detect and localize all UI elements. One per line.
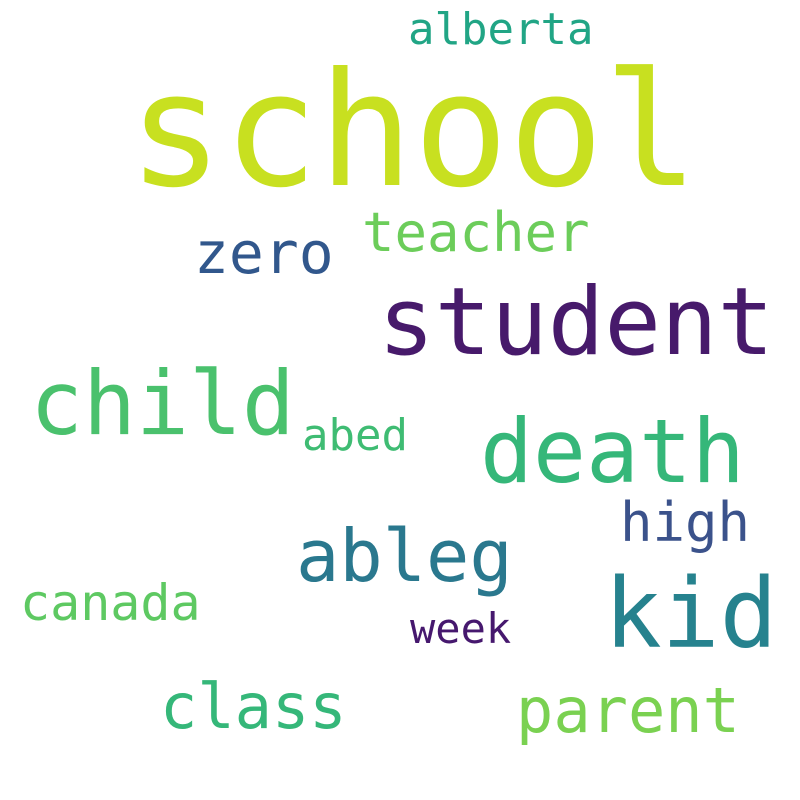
word-student: student xyxy=(378,268,775,377)
word-abed: abed xyxy=(302,410,408,461)
word-kid: kid xyxy=(604,558,778,670)
word-alberta: alberta xyxy=(408,4,594,55)
word-canada: canada xyxy=(20,574,201,632)
word-class: class xyxy=(160,670,347,743)
word-zero: zero xyxy=(194,219,334,287)
word-child: child xyxy=(30,352,295,455)
word-ableg: ableg xyxy=(296,514,513,598)
word-school: school xyxy=(128,39,699,223)
word-high: high xyxy=(620,491,751,554)
word-teacher: teacher xyxy=(362,201,590,264)
word-death: death xyxy=(480,400,745,503)
word-week: week xyxy=(410,604,512,653)
word-parent: parent xyxy=(516,674,740,747)
